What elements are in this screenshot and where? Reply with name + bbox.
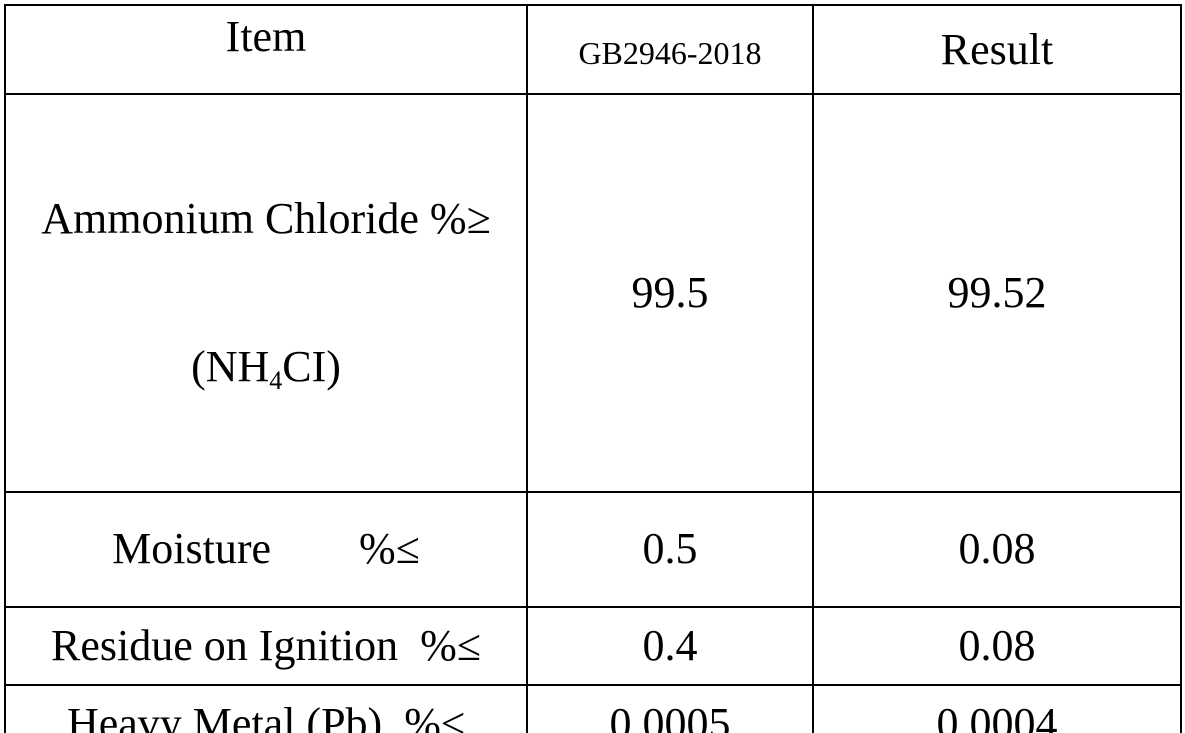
col-header-item: Item bbox=[4, 4, 528, 95]
table-row-moisture: Moisture %≤ 0.5 0.08 bbox=[4, 490, 1182, 608]
result-value: 0.08 bbox=[812, 605, 1182, 686]
standard-value: 0.5 bbox=[526, 490, 814, 608]
item-label-formula: (NH4CI) bbox=[7, 342, 525, 396]
standard-value: 99.5 bbox=[526, 93, 814, 493]
result-value: 0.08 bbox=[812, 490, 1182, 608]
item-cell-ammonium-chloride: Ammonium Chloride %≥ (NH4CI) bbox=[4, 93, 528, 493]
document-page: Item GB2946-2018 Result Ammonium Chlorid… bbox=[0, 4, 1185, 733]
col-header-standard-label: GB2946-2018 bbox=[578, 34, 762, 71]
item-label-line1: Ammonium Chloride %≥ bbox=[41, 193, 491, 243]
standard-value: 0.4 bbox=[526, 605, 814, 686]
spec-table: Item GB2946-2018 Result Ammonium Chlorid… bbox=[4, 4, 1182, 733]
item-cell-heavy-metal: Heavy Metal (Pb) %≤ bbox=[4, 683, 528, 733]
formula-pre: (NH bbox=[191, 342, 270, 392]
result-value: 0.0004 bbox=[812, 683, 1182, 733]
table-row-ammonium-chloride: Ammonium Chloride %≥ (NH4CI) 99.5 99.52 bbox=[4, 93, 1182, 493]
table-row-residue-on-ignition: Residue on Ignition %≤ 0.4 0.08 bbox=[4, 605, 1182, 686]
item-cell-moisture: Moisture %≤ bbox=[4, 490, 528, 608]
table-row-heavy-metal: Heavy Metal (Pb) %≤ 0.0005 0.0004 bbox=[4, 683, 1182, 733]
formula-subscript: 4 bbox=[269, 366, 283, 396]
item-cell-residue-on-ignition: Residue on Ignition %≤ bbox=[4, 605, 528, 686]
standard-value: 0.0005 bbox=[526, 683, 814, 733]
header-row: Item GB2946-2018 Result bbox=[4, 4, 1182, 95]
result-value: 99.52 bbox=[812, 93, 1182, 493]
col-header-standard: GB2946-2018 bbox=[526, 4, 814, 95]
col-header-result: Result bbox=[812, 4, 1182, 95]
formula-post: CI) bbox=[282, 342, 341, 392]
